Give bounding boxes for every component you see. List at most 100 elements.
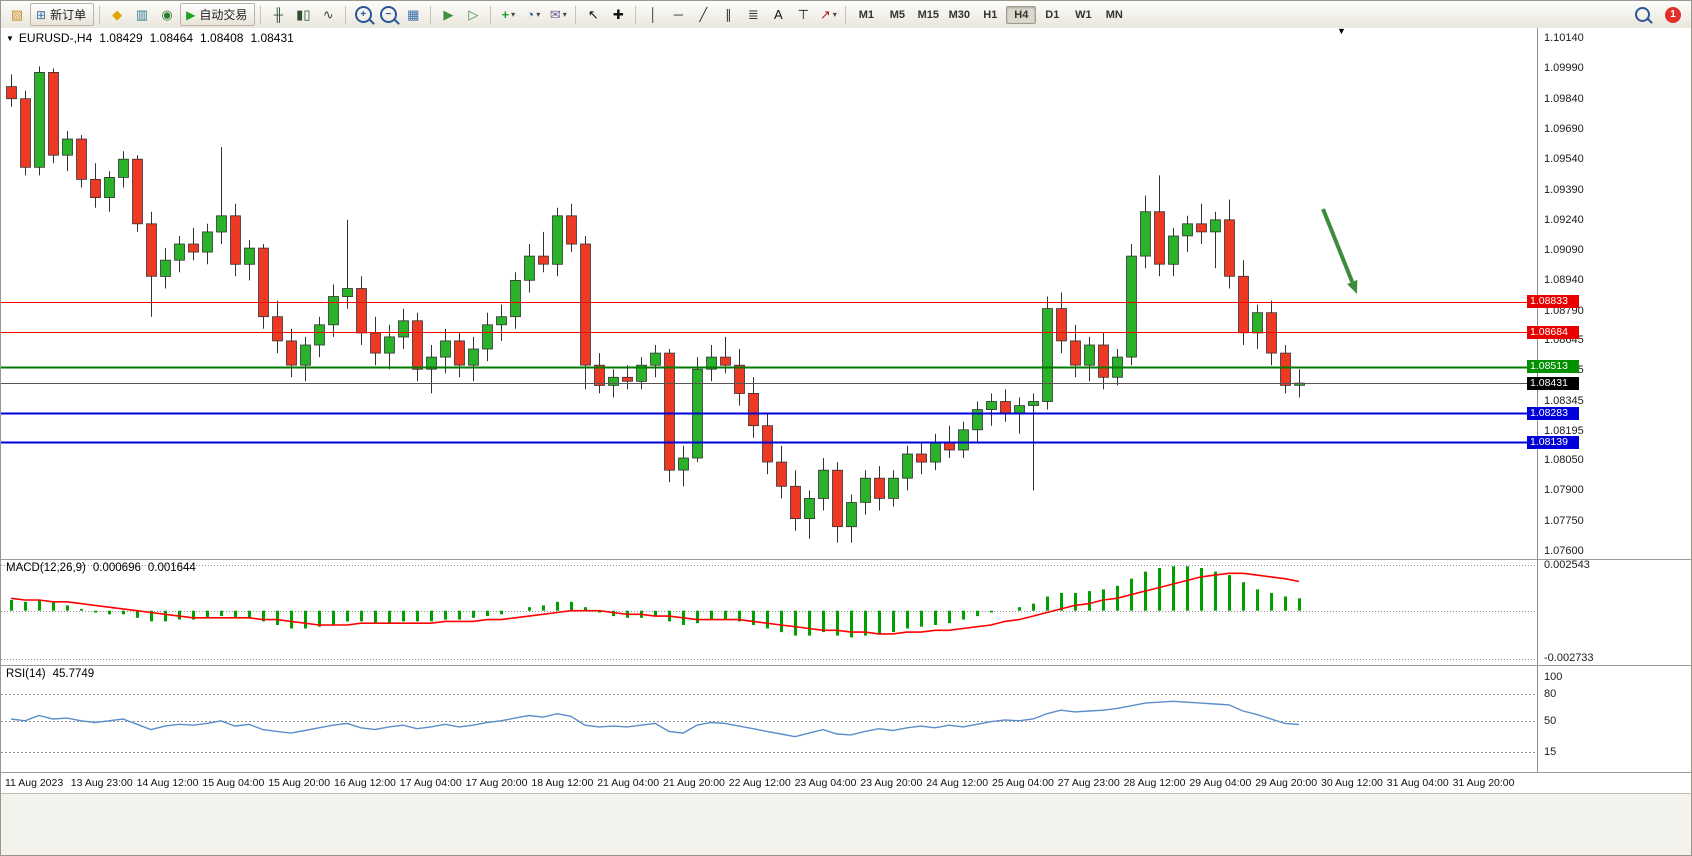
zoom-in-icon[interactable]: +: [351, 4, 375, 26]
auto-trading-icon: ▶: [186, 7, 196, 22]
toolbar-separator: [99, 5, 101, 24]
price-axis-label: 1.09840: [1544, 92, 1584, 105]
market-watch-icon[interactable]: ▥: [135, 7, 149, 22]
time-axis-label: 29 Aug 04:00: [1189, 777, 1252, 789]
timeframe-w1[interactable]: W1: [1075, 8, 1092, 21]
profiles-icon[interactable]: ◆: [112, 7, 123, 22]
symbol-timeframe-label: EURUSD-,H4: [18, 31, 93, 45]
timeframe-m30[interactable]: M30: [948, 8, 971, 21]
price-axis-label: 1.09390: [1544, 183, 1584, 196]
macd-scale-min: -0.002733: [1544, 652, 1594, 665]
timeframe-d1[interactable]: D1: [1045, 8, 1060, 21]
rsi-axis-divider: [1537, 666, 1538, 772]
cursor-icon[interactable]: ↖: [587, 7, 599, 22]
one-click-trading-toggle[interactable]: ▼: [6, 33, 14, 43]
time-axis-label: 21 Aug 04:00: [597, 777, 660, 789]
price-axis[interactable]: 1.10140 1.09990 1.09840 1.09690 1.09540 1.093…: [1527, 28, 1691, 559]
timeframe-m1[interactable]: M1: [858, 8, 874, 21]
indicators-icon[interactable]: + ▾: [501, 7, 516, 22]
dropdown-arrow-icon: ▾: [562, 10, 567, 19]
timeframe-m15[interactable]: M15: [917, 8, 940, 21]
templates-icon[interactable]: ✉ ▾: [549, 7, 567, 22]
resistance-line-1-tag[interactable]: 1.08833: [1527, 295, 1579, 309]
price-axis-label: 1.09240: [1544, 213, 1584, 226]
tile-windows-icon[interactable]: ▦: [407, 7, 420, 22]
search-icon[interactable]: [1630, 4, 1654, 26]
rsi-chart: [1, 694, 1537, 753]
notification-badge[interactable]: 1: [1665, 6, 1681, 23]
timeframe-mn[interactable]: MN: [1105, 8, 1123, 21]
support-line-1-tag[interactable]: 1.08283: [1527, 406, 1579, 420]
zoom-out-icon[interactable]: −: [376, 4, 400, 26]
price-axis-label: 1.09990: [1544, 62, 1584, 75]
rsi-label: RSI(14): [6, 668, 46, 680]
crosshair-icon[interactable]: ✚: [612, 7, 624, 22]
current-price-line-tag[interactable]: 1.08431: [1527, 376, 1579, 390]
time-axis-label: 15 Aug 04:00: [202, 777, 265, 789]
support-line-2-tag[interactable]: 1.08139: [1527, 435, 1579, 449]
toolbar-separator: [260, 5, 262, 24]
trendline-icon[interactable]: ╱: [699, 7, 708, 22]
candlestick-series: [6, 66, 1305, 543]
price-axis-divider: [1537, 28, 1538, 559]
dropdown-arrow-icon: ▾: [536, 10, 541, 19]
navigator-icon[interactable]: ◉: [161, 7, 173, 22]
candlestick-chart-icon[interactable]: ▮▯: [296, 7, 311, 22]
bar-open-value: 1.08429: [99, 31, 143, 45]
bar-close-value: 1.08431: [250, 31, 294, 45]
new-order-button[interactable]: ⊞ 新订单: [30, 3, 95, 26]
toolbar-separator: [490, 5, 492, 24]
periods-icon[interactable]: ◔ ▾: [526, 7, 541, 22]
toolbar: ▧ ⊞ 新订单 ◆ ▥ ◉ ▶ 自动交易 ╫ ▮▯ ∿ + − ▦ ▶ ▷ + ▾ ◔ ▾ ✉ ▾ ↖ ✚ │ ─ ╱ ∥ ≣ A ⊤ ↗ ▾ M…: [1, 1, 1691, 29]
time-axis-label: 29 Aug 20:00: [1255, 777, 1318, 789]
time-axis-label: 28 Aug 12:00: [1123, 777, 1186, 789]
arrows-icon[interactable]: ↗ ▾: [819, 7, 837, 22]
chart-window: ▼ EURUSD-,H4 1.08429 1.08464 1.08408 1.0…: [1, 26, 1691, 855]
text-label-icon[interactable]: ⊤: [797, 7, 809, 22]
chart-shift-icon[interactable]: ▷: [468, 7, 479, 22]
line-chart-icon[interactable]: ∿: [322, 7, 334, 22]
fibonacci-icon[interactable]: ≣: [747, 7, 759, 22]
price-axis-label: 1.08940: [1544, 274, 1584, 287]
dropdown-arrow-icon: ▾: [511, 10, 516, 19]
price-axis-label: 1.09540: [1544, 153, 1584, 166]
rsi-scale-label: 80: [1544, 688, 1557, 701]
price-axis-label: 1.10140: [1544, 32, 1584, 45]
price-axis-label: 1.08345: [1544, 394, 1584, 407]
channel-icon[interactable]: ∥: [725, 7, 732, 22]
time-axis-label: 30 Aug 12:00: [1321, 777, 1383, 789]
price-axis-label: 1.07600: [1544, 544, 1584, 557]
vertical-line-icon[interactable]: │: [649, 7, 658, 22]
bar-chart-icon[interactable]: ╫: [273, 7, 283, 22]
horizontal-line-icon[interactable]: ─: [673, 7, 683, 22]
time-axis-label: 25 Aug 04:00: [992, 777, 1054, 789]
time-axis-label: 18 Aug 12:00: [531, 777, 594, 789]
bar-high-value: 1.08464: [149, 31, 194, 45]
time-axis-label: 11 Aug 2023: [5, 777, 64, 789]
resistance-line-2-tag[interactable]: 1.08684: [1527, 325, 1579, 339]
pivot-line-tag[interactable]: 1.08513: [1527, 360, 1579, 374]
macd-chart: [1, 565, 1537, 660]
macd-signal-line: [10, 572, 1300, 635]
time-axis[interactable]: 11 Aug 2023 13 Aug 23:00 14 Aug 12:00 15 Au…: [1, 773, 1691, 794]
auto-scroll-icon[interactable]: ▶: [443, 7, 454, 22]
text-icon[interactable]: A: [773, 7, 783, 22]
time-axis-label: 17 Aug 04:00: [399, 777, 462, 789]
main-chart-panel[interactable]: ▼ EURUSD-,H4 1.08429 1.08464 1.08408 1.0…: [1, 26, 1691, 560]
macd-panel[interactable]: MACD(12,26,9) 0.000696 0.001644 0.002543…: [1, 559, 1691, 666]
macd-scale-max: 0.002543: [1544, 559, 1590, 572]
time-axis-label: 27 Aug 23:00: [1057, 777, 1120, 789]
rsi-panel[interactable]: RSI(14) 45.7749 100 80 50 15: [1, 666, 1691, 773]
auto-trading-button[interactable]: ▶ 自动交易: [180, 3, 256, 26]
candlestick-chart[interactable]: [1, 28, 1537, 559]
toolbar-separator: [845, 5, 847, 24]
time-axis-label: 16 Aug 12:00: [334, 777, 396, 789]
timeframe-h1[interactable]: H1: [983, 8, 998, 21]
new-order-icon: ⊞: [36, 7, 47, 22]
timeframe-m5[interactable]: M5: [889, 8, 905, 21]
chart-window-icon[interactable]: ▧: [10, 7, 24, 22]
bar-low-value: 1.08408: [200, 31, 244, 45]
sell-arrow-annotation[interactable]: [1321, 208, 1358, 294]
timeframe-h4[interactable]: H4: [1006, 5, 1037, 24]
chart-shift-marker[interactable]: ▼: [1337, 26, 1346, 36]
